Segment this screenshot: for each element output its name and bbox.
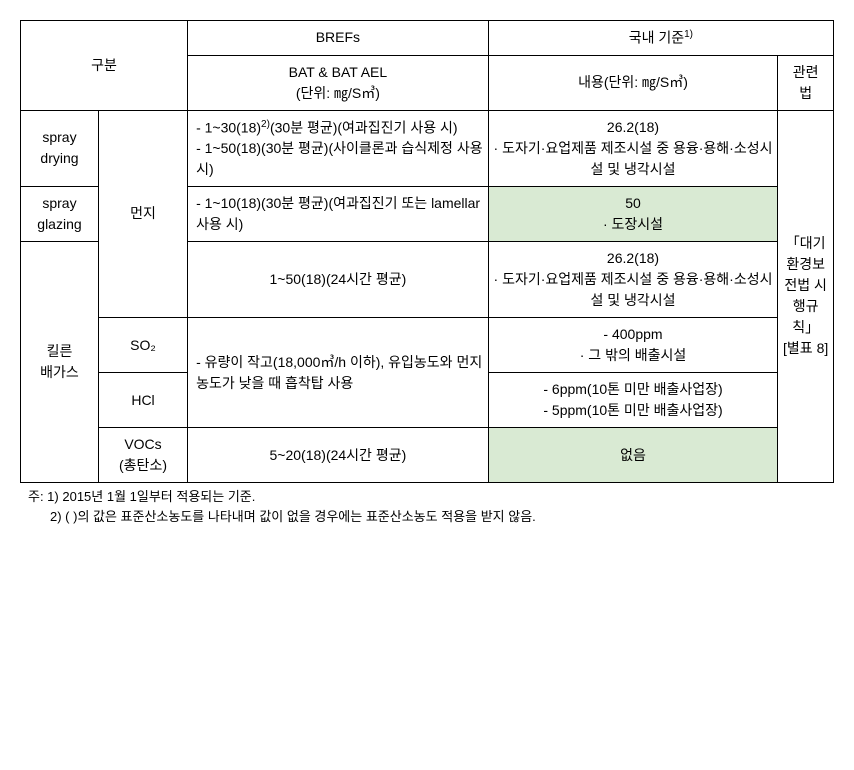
header-domestic-text: 국내 기준 (629, 30, 684, 46)
emission-standards-table: 구분 BREFs 국내 기준1) BAT & BAT AEL(단위: ㎎/S㎥)… (20, 20, 834, 483)
proc-kiln: 킬른배가스 (21, 242, 99, 483)
header-brefs: BREFs (188, 21, 489, 56)
dom-r3: 26.2(18)· 도자기·요업제품 제조시설 중 용융·용해·소성시설 및 냉… (488, 242, 778, 318)
header-bat: BAT & BAT AEL(단위: ㎎/S㎥) (188, 55, 489, 110)
bat-r6: 5~20(18)(24시간 평균) (188, 428, 489, 483)
dom-r2: 50· 도장시설 (488, 187, 778, 242)
footnotes: 주: 1) 2015년 1월 1일부터 적용되는 기준. 2) ( )의 값은 … (20, 482, 834, 526)
bat-r4: - 유량이 작고(18,000㎥/h 이하), 유입농도와 먼지 농도가 낮을 … (188, 318, 489, 428)
pollutant-dust: 먼지 (98, 110, 187, 318)
dom-r4: - 400ppm· 그 밖의 배출시설 (488, 318, 778, 373)
proc-spray-drying: spraydrying (21, 110, 99, 187)
bat-r2: - 1~10(18)(30분 평균)(여과집진기 또는 lamellar 사용 … (188, 187, 489, 242)
pollutant-vocs: VOCs(총탄소) (98, 428, 187, 483)
dom-r6: 없음 (488, 428, 778, 483)
dom-r1: 26.2(18)· 도자기·요업제품 제조시설 중 용융·용해·소성시설 및 냉… (488, 110, 778, 187)
header-domestic: 국내 기준1) (488, 21, 833, 56)
bat-r3: 1~50(18)(24시간 평균) (188, 242, 489, 318)
pollutant-so2: SO₂ (98, 318, 187, 373)
proc-spray-glazing: sprayglazing (21, 187, 99, 242)
dom-r5: - 6ppm(10톤 미만 배출사업장)- 5ppm(10톤 미만 배출사업장) (488, 373, 778, 428)
header-gubun: 구분 (21, 21, 188, 111)
bat-r1: - 1~30(18)2)(30분 평균)(여과집진기 사용 시)- 1~50(1… (188, 110, 489, 187)
footnote-2: 2) ( )의 값은 표준산소농도를 나타내며 값이 없을 경우에는 표준산소농… (28, 507, 826, 527)
pollutant-hcl: HCl (98, 373, 187, 428)
header-law: 관련법 (778, 55, 834, 110)
law-cell: 「대기환경보전법 시행규칙」 [별표 8] (778, 110, 834, 483)
footnote-1: 주: 1) 2015년 1월 1일부터 적용되는 기준. (28, 487, 826, 507)
header-domestic-sup: 1) (684, 29, 693, 40)
header-content: 내용(단위: ㎎/S㎥) (488, 55, 778, 110)
